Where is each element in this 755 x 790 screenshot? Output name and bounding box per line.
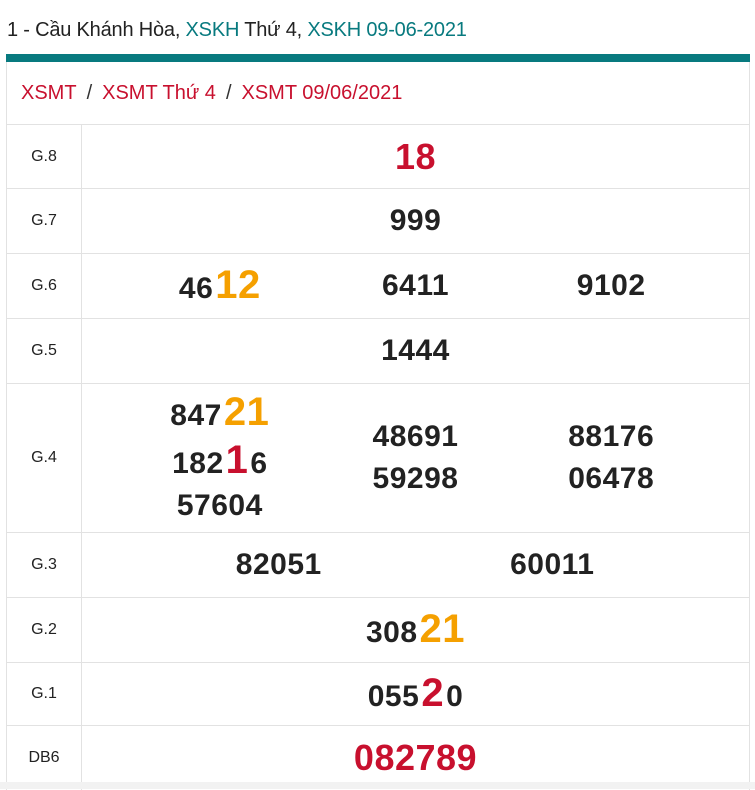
prize-label: G.8 — [7, 125, 82, 189]
number-column: 082789 — [122, 737, 709, 779]
lottery-number: 9102 — [576, 266, 647, 306]
digits: 308 — [366, 613, 418, 653]
lottery-number: 18 — [394, 136, 437, 178]
number-column: 9102 — [513, 266, 709, 306]
prize-row: G.7 999 — [7, 189, 749, 254]
digits: 57604 — [177, 486, 263, 526]
digits: 60011 — [510, 545, 594, 585]
lottery-number: 48691 — [372, 417, 460, 457]
prize-label: G.2 — [7, 598, 82, 663]
digits: 6411 — [382, 266, 449, 306]
digits: 999 — [390, 201, 442, 241]
prize-label: G.7 — [7, 189, 82, 254]
xskh-link[interactable]: XSKH — [186, 19, 240, 41]
prize-row: DB6 082789 — [7, 726, 749, 790]
digits: 88176 — [568, 417, 654, 457]
number-column: 60011 — [416, 545, 690, 585]
digits: 0 — [446, 677, 463, 717]
breadcrumb-xsmt[interactable]: XSMT — [21, 81, 77, 105]
highlighted-digits: 1 — [226, 438, 249, 482]
number-column: 82051 — [142, 545, 416, 585]
title-prefix: 1 - Cầu Khánh Hòa, — [7, 19, 186, 41]
highlighted-digits: 2 — [421, 671, 444, 715]
breadcrumb-separator: / — [226, 81, 232, 105]
lottery-number: 60011 — [509, 545, 595, 585]
digits: 055 — [368, 677, 420, 717]
lottery-number: 57604 — [176, 486, 264, 526]
digits: 1444 — [381, 331, 450, 371]
digits: 06478 — [568, 459, 654, 499]
lottery-number: 88176 — [567, 417, 655, 457]
digits: 182 — [172, 444, 224, 484]
title-mid: Thứ 4, — [239, 19, 307, 41]
digits: 48691 — [373, 417, 459, 457]
breadcrumb-xsmt-date[interactable]: XSMT 09/06/2021 — [242, 81, 403, 105]
highlighted-digits: 21 — [224, 390, 270, 434]
breadcrumb: XSMT / XSMT Thứ 4 / XSMT 09/06/2021 — [7, 62, 749, 124]
breadcrumb-xsmt-thu4[interactable]: XSMT Thứ 4 — [102, 81, 216, 105]
lottery-number: 06478 — [567, 459, 655, 499]
prize-label: DB6 — [7, 726, 82, 790]
page-title: 1 - Cầu Khánh Hòa, XSKH Thứ 4, XSKH 09-0… — [7, 18, 467, 42]
digits: 847 — [170, 396, 222, 436]
xskh-date-link[interactable]: XSKH 09-06-2021 — [307, 19, 466, 41]
highlighted-digits: 18 — [395, 136, 436, 178]
prize-row: G.8 18 — [7, 125, 749, 189]
prize-row: G.5 1444 — [7, 319, 749, 384]
digits: 9102 — [577, 266, 646, 306]
number-column: 6411 — [318, 266, 514, 306]
prize-numbers: 1444 — [82, 319, 750, 384]
highlighted-digits: 21 — [420, 607, 466, 651]
digits: 6 — [250, 444, 267, 484]
highlighted-digits: 082789 — [354, 737, 477, 779]
lottery-number: 6411 — [381, 266, 450, 306]
prize-numbers: 082789 — [82, 726, 750, 790]
accent-bar — [6, 54, 750, 62]
number-column: 999 — [122, 201, 709, 241]
prize-label: G.6 — [7, 254, 82, 319]
number-column: 18 — [122, 136, 709, 178]
prize-label: G.4 — [7, 384, 82, 533]
prize-numbers: 18 — [82, 125, 750, 189]
breadcrumb-separator: / — [87, 81, 93, 105]
lottery-number: 82051 — [235, 545, 323, 585]
lottery-number: 082789 — [353, 737, 478, 779]
prize-label: G.1 — [7, 663, 82, 726]
prize-numbers: 999 — [82, 189, 750, 254]
prize-label: G.3 — [7, 533, 82, 598]
prize-row: G.3 82051 60011 — [7, 533, 749, 598]
results-box: XSMT / XSMT Thứ 4 / XSMT 09/06/2021 G.8 1… — [6, 62, 750, 790]
footer-strip — [0, 782, 755, 789]
lottery-number: 1444 — [380, 331, 451, 371]
highlighted-digits: 12 — [215, 263, 261, 307]
prize-numbers: 82051 60011 — [82, 533, 750, 598]
digits: 46 — [179, 269, 213, 309]
lottery-number: 59298 — [372, 459, 460, 499]
prize-label: G.5 — [7, 319, 82, 384]
lottery-number: 999 — [389, 201, 443, 241]
digits: 82051 — [236, 545, 322, 585]
digits: 59298 — [373, 459, 459, 499]
number-column: 1444 — [122, 331, 709, 371]
